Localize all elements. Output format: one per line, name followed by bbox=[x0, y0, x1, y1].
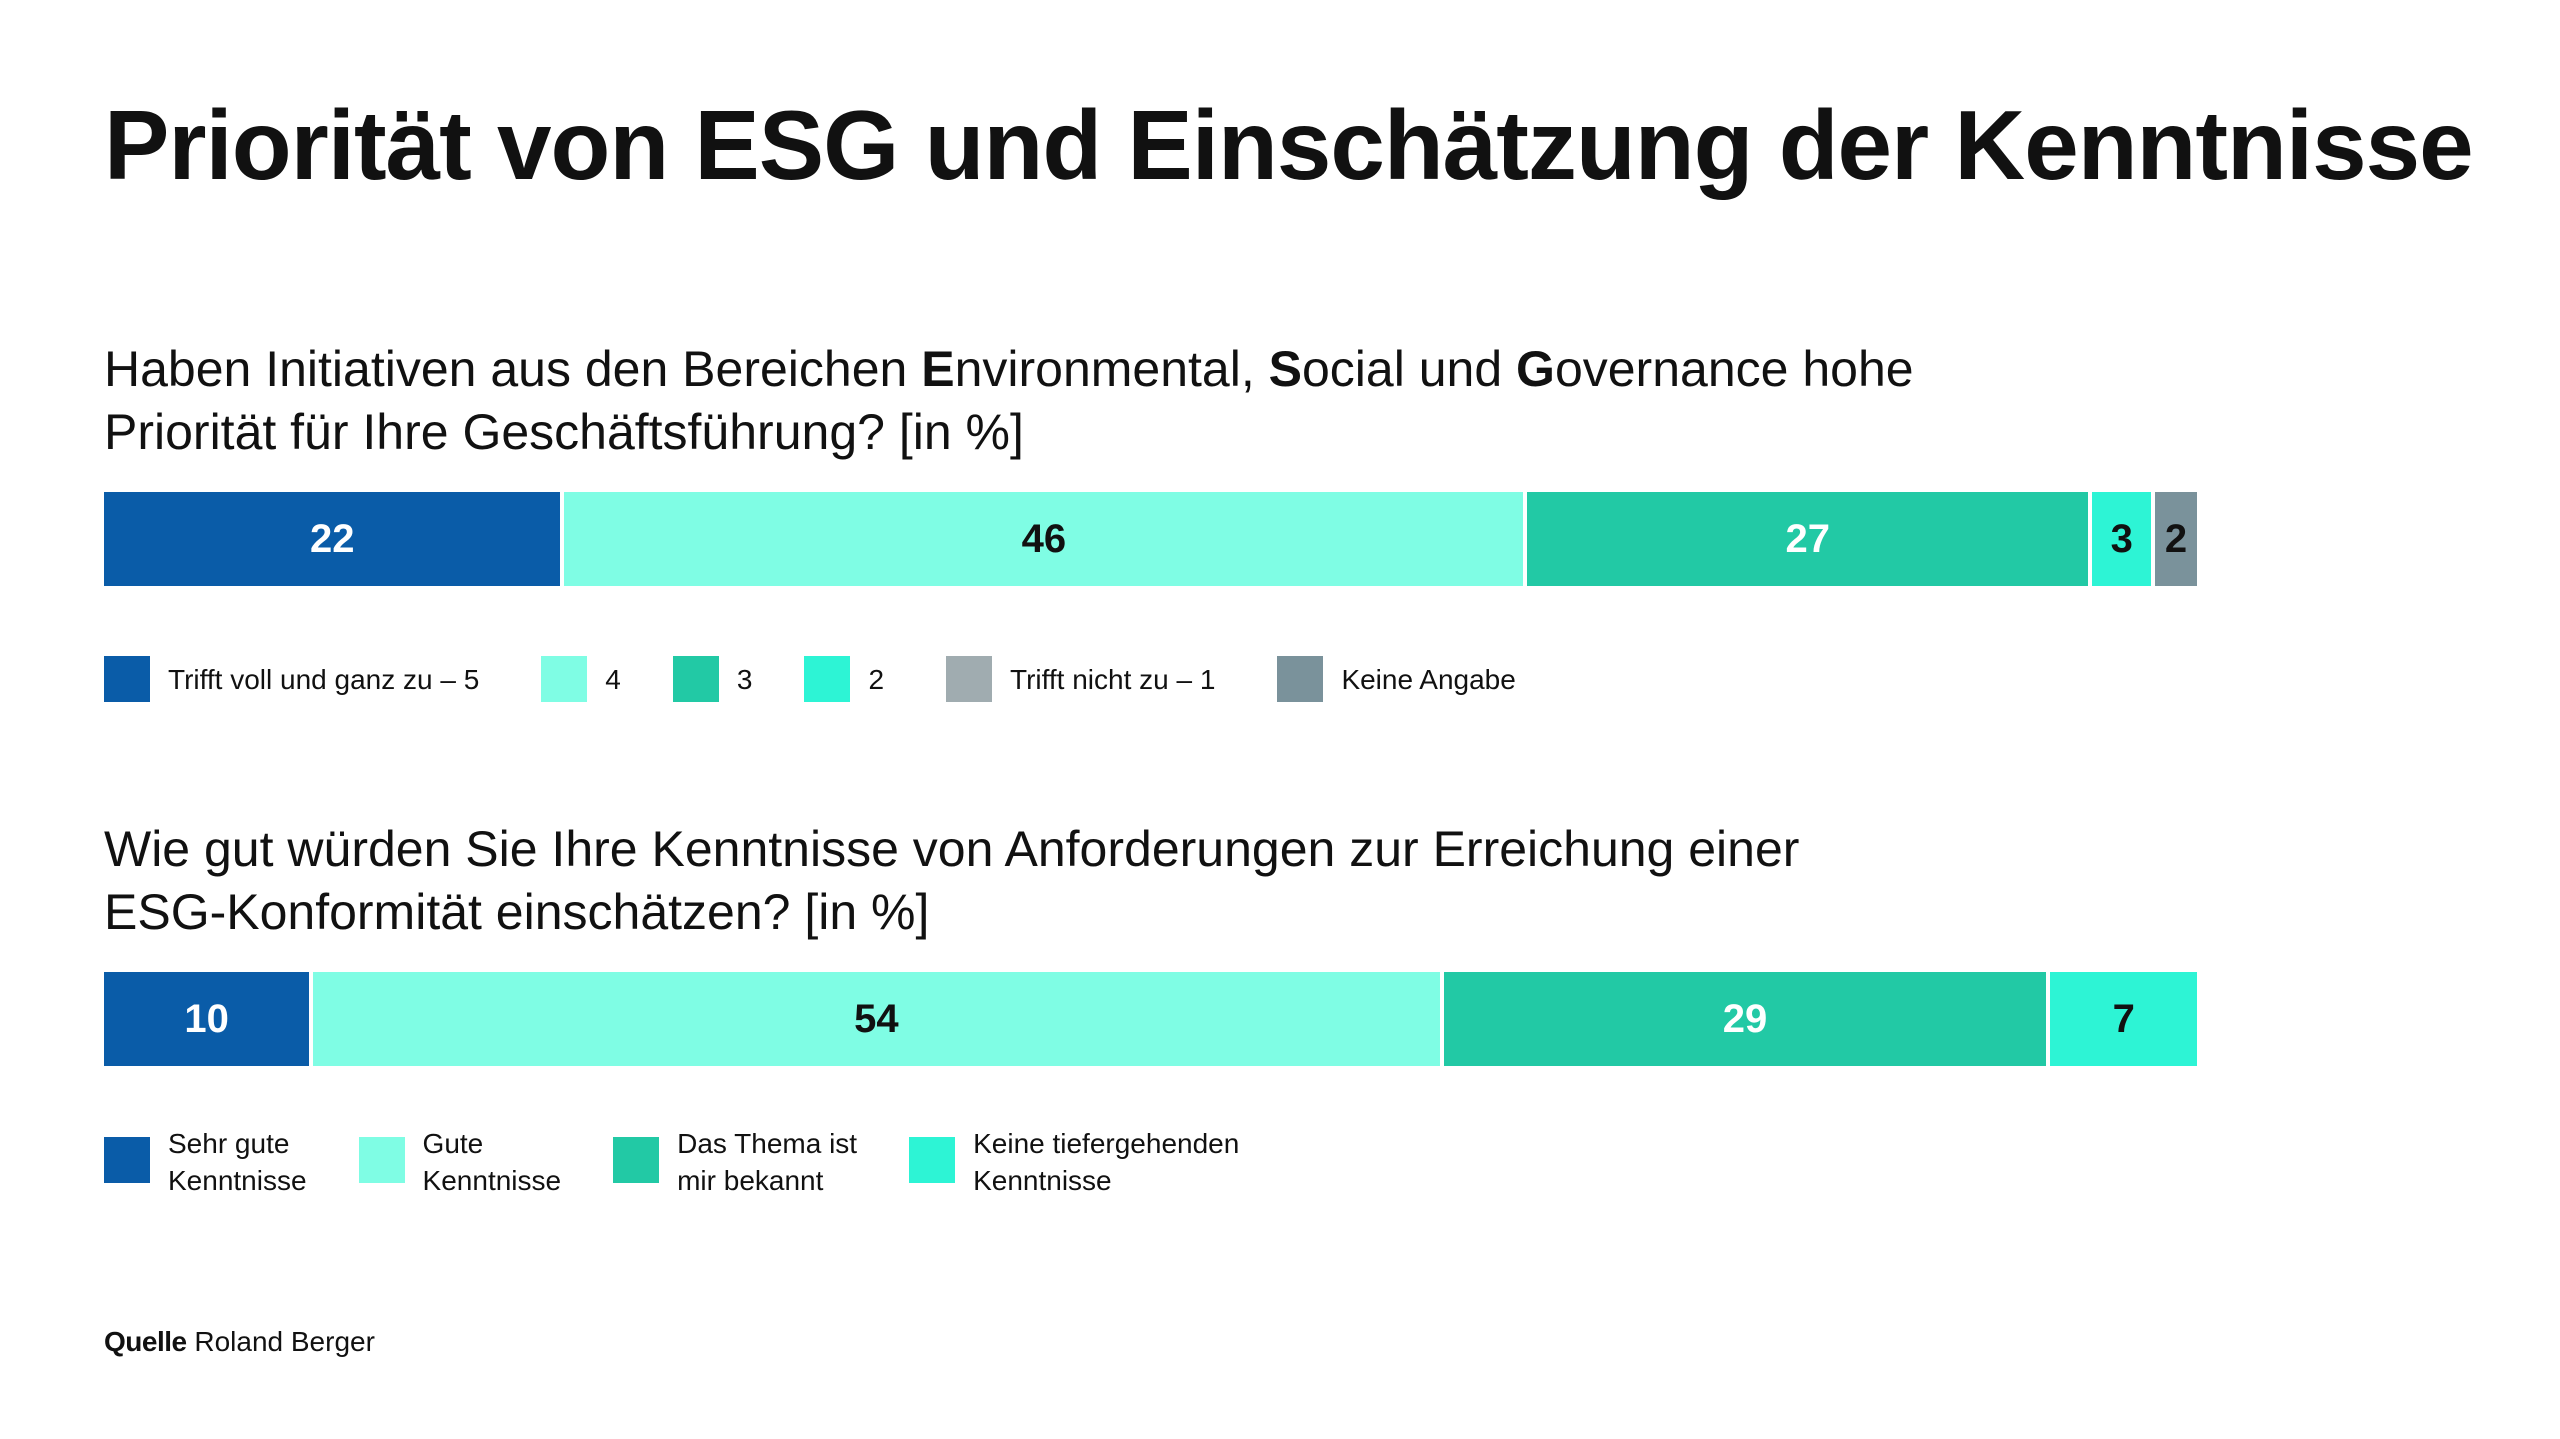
bar-segment-1-3: 27 bbox=[1527, 492, 2093, 586]
legend-item: 2 bbox=[804, 656, 884, 702]
bar-segment-2-1: 10 bbox=[104, 972, 314, 1066]
data-label: 54 bbox=[854, 996, 899, 1041]
question-line: Wie gut würden Sie Ihre Kenntnisse von A… bbox=[104, 818, 2004, 881]
data-label: 27 bbox=[1785, 516, 1831, 561]
legend-label: Sehr gute Kenntnisse bbox=[168, 1128, 307, 1196]
legend-item: Das Thema ist mir bekannt bbox=[613, 1125, 857, 1199]
source-text: Roland Berger bbox=[186, 1326, 375, 1357]
chart-title: Priorität von ESG und Einschätzung der K… bbox=[104, 90, 2474, 200]
legend-label: Trifft voll und ganz zu – 5 bbox=[168, 663, 480, 695]
legend-swatch bbox=[613, 1137, 660, 1183]
legend-swatch bbox=[1277, 656, 1324, 702]
question-initial-bold: E bbox=[921, 341, 955, 397]
legend-item: Sehr gute Kenntnisse bbox=[104, 1125, 307, 1199]
stacked-bar-1: 22 46 27 3 2 bbox=[104, 492, 2197, 586]
data-label: 2 bbox=[2164, 516, 2188, 561]
bar-segment-1-4: 3 bbox=[2092, 492, 2156, 586]
legend-item: Trifft nicht zu – 1 bbox=[946, 656, 1215, 702]
legend-swatch bbox=[104, 656, 150, 702]
bar-segment-1-6: 2 bbox=[2155, 492, 2197, 586]
legend-label: Keine tiefergehenden Kenntnisse bbox=[973, 1128, 1240, 1196]
legend-label: 2 bbox=[868, 663, 885, 695]
legend-label: Keine Angabe bbox=[1341, 663, 1516, 695]
legend-label: Das Thema ist mir bekannt bbox=[677, 1128, 858, 1196]
legend-item: 4 bbox=[541, 656, 621, 702]
legend-swatch bbox=[909, 1137, 956, 1183]
legend-2: Sehr gute Kenntnisse Gute Kenntnisse Das The… bbox=[104, 1125, 1239, 1199]
data-label: 22 bbox=[309, 516, 355, 561]
legend-swatch bbox=[541, 656, 588, 702]
data-label: 10 bbox=[184, 996, 229, 1041]
legend-item: Gute Kenntnisse bbox=[358, 1125, 562, 1199]
question-initial-bold: G bbox=[1516, 341, 1555, 397]
question-text: ESG-Konformität einschätzen? [in %] bbox=[104, 884, 930, 940]
question-text: overnance hohe bbox=[1554, 341, 1914, 397]
data-label: 29 bbox=[1722, 996, 1768, 1041]
legend-item: Keine Angabe bbox=[1277, 656, 1516, 702]
question-line: Priorität für Ihre Geschäftsführung? [in… bbox=[104, 401, 2004, 464]
question-text: ocial und bbox=[1301, 341, 1517, 397]
data-label: 3 bbox=[2110, 516, 2133, 561]
legend-item: 3 bbox=[672, 656, 753, 702]
legend-swatch bbox=[358, 1137, 405, 1183]
legend-swatch bbox=[104, 1137, 150, 1183]
bar-segment-1-1: 22 bbox=[104, 492, 565, 586]
data-label: 46 bbox=[1021, 516, 1067, 561]
question-line: Haben Initiativen aus den Bereichen Envi… bbox=[104, 338, 2004, 401]
bar-segment-2-2: 54 bbox=[313, 972, 1444, 1066]
legend-swatch bbox=[672, 656, 719, 702]
legend-label: 3 bbox=[736, 663, 753, 695]
data-label: 7 bbox=[2112, 996, 2135, 1041]
question-line: ESG-Konformität einschätzen? [in %] bbox=[104, 881, 2004, 944]
question-text: Haben Initiativen aus den Bereichen bbox=[104, 341, 922, 397]
legend-label: Gute Kenntnisse bbox=[422, 1128, 562, 1196]
question-initial-bold: S bbox=[1268, 341, 1302, 397]
question-1-title: Haben Initiativen aus den Bereichen Envi… bbox=[104, 338, 2004, 464]
legend-label: Trifft nicht zu – 1 bbox=[1010, 663, 1216, 695]
stacked-bar-2: 10 54 29 7 bbox=[104, 972, 2197, 1066]
legend-swatch bbox=[804, 656, 851, 702]
bar-segment-1-2: 46 bbox=[564, 492, 1528, 586]
legend-item: Trifft voll und ganz zu – 5 bbox=[104, 656, 479, 702]
legend-swatch bbox=[946, 656, 993, 702]
bar-segment-2-4: 7 bbox=[2050, 972, 2197, 1066]
legend-label: 4 bbox=[605, 663, 621, 695]
question-text: Wie gut würden Sie Ihre Kenntnisse von A… bbox=[104, 821, 1800, 877]
source-label: Quelle bbox=[104, 1326, 187, 1357]
legend-item: Keine tiefergehenden Kenntnisse bbox=[909, 1125, 1239, 1199]
question-text: nvironmental, bbox=[954, 341, 1269, 397]
legend-1: Trifft voll und ganz zu – 5 4 3 2 Trifft nic… bbox=[104, 656, 1516, 702]
source-note: Quelle Roland Berger bbox=[104, 1326, 375, 1358]
question-2-title: Wie gut würden Sie Ihre Kenntnisse von A… bbox=[104, 818, 2004, 944]
bar-segment-2-3: 29 bbox=[1443, 972, 2051, 1066]
question-text: Priorität für Ihre Geschäftsführung? [in… bbox=[104, 404, 1024, 460]
